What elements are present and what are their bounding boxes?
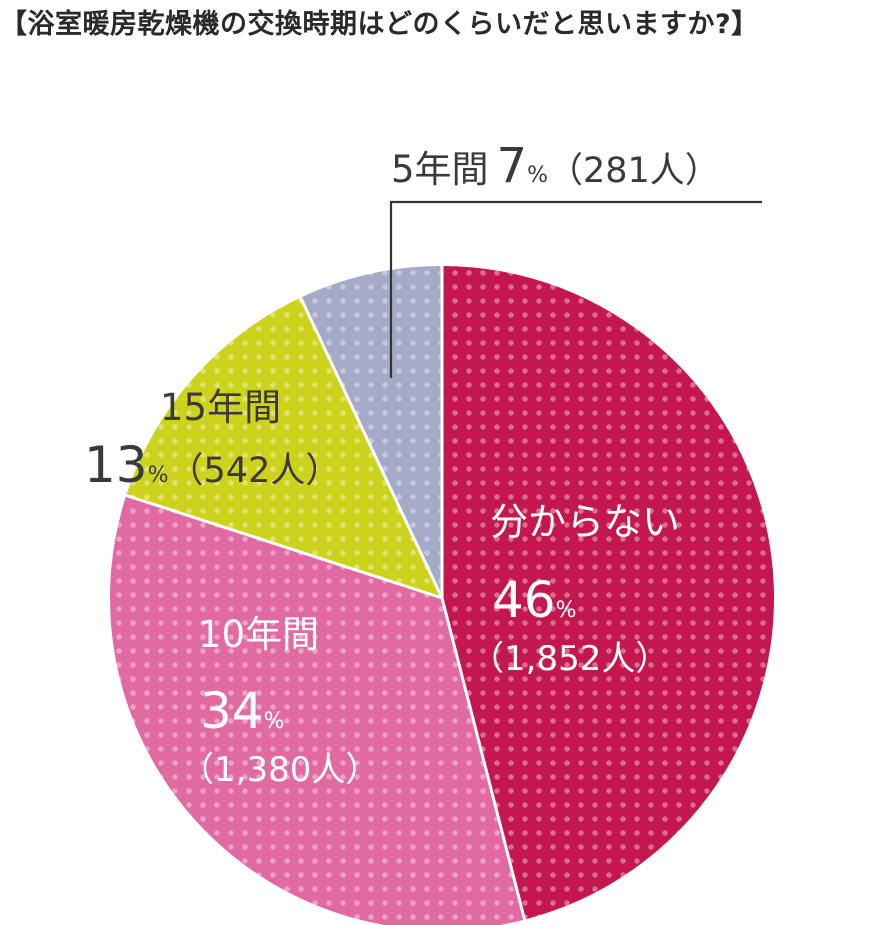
five-years-name: 5年間 [391, 148, 489, 191]
unknown-name: 分からない [490, 500, 680, 544]
ten-years-percent-unit: % [264, 709, 285, 734]
unknown-percent-line: 46% [492, 571, 577, 629]
unknown-percent: 46 [492, 571, 556, 629]
five-years-count: （281人） [548, 151, 720, 191]
five-years-label: 5年間 7%（281人） [391, 138, 720, 194]
unknown-percent-unit: % [556, 598, 577, 623]
pie-dividers [125, 266, 527, 920]
ten-years-name: 10年間 [198, 613, 319, 656]
fifteen-years-count: （542人） [169, 451, 341, 491]
unknown-count: （1,852人） [470, 639, 669, 679]
slice-five-years-dots [300, 266, 442, 598]
slice-fifteen-years-dots [126, 297, 442, 598]
fifteen-years-value: 13%（542人） [84, 436, 340, 494]
fifteen-years-percent-unit: % [148, 463, 169, 488]
slice-ten-years-dots [110, 495, 525, 925]
fifteen-years-percent: 13 [84, 436, 148, 494]
slice-divider [440, 597, 527, 920]
chart-title: 【浴室暖房乾燥機の交換時期はどのくらいだと思いますか?】 [0, 9, 759, 40]
fifteen-years-name: 15年間 [160, 386, 281, 429]
ten-years-percent-line: 34% [200, 682, 285, 740]
ten-years-percent: 34 [200, 682, 264, 740]
slice-unknown-dots [442, 266, 774, 920]
ten-years-count: （1,380人） [180, 750, 379, 790]
pie-dot-overlay [110, 266, 774, 925]
slice-divider [125, 493, 443, 600]
five-years-percent-unit: % [527, 163, 548, 188]
five-years-leader-line [389, 200, 762, 378]
slice-divider [299, 296, 444, 599]
five-years-percent: 7 [497, 138, 528, 194]
